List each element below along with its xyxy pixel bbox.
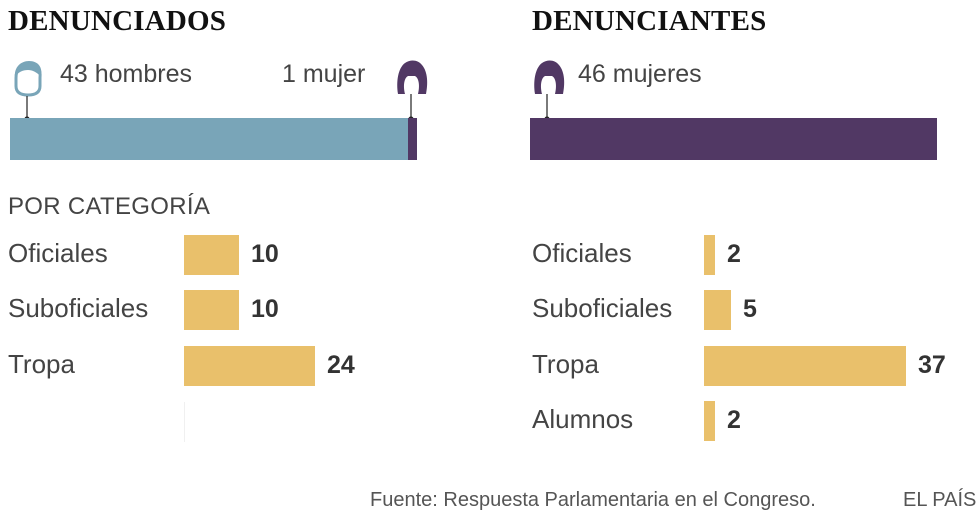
- denunciantes-gender-bar: [530, 118, 937, 160]
- denunciantes-category-value: 2: [727, 406, 741, 434]
- gender-bar-segment-mujeres: [530, 118, 937, 160]
- denunciantes-category-bar: [704, 290, 731, 330]
- man-head-icon: [14, 61, 42, 122]
- women-count-label: 1 mujer: [282, 60, 366, 88]
- denunciados-category-label: Tropa: [8, 349, 75, 379]
- right-panel-title: DENUNCIANTES: [532, 5, 767, 37]
- denunciados-category-label: Suboficiales: [8, 293, 149, 323]
- axis-baseline: [184, 402, 185, 442]
- denunciados-category-bar: [184, 290, 239, 330]
- denunciantes-category-value: 37: [918, 351, 946, 379]
- denunciantes-category-value: 2: [727, 240, 741, 268]
- denunciados-category-value: 24: [327, 351, 355, 379]
- denunciantes-category-chart: Oficiales 2 Suboficiales 5 Tropa 37 Alumnos 2: [532, 235, 946, 441]
- denunciados-category-label: Oficiales: [8, 238, 108, 268]
- denunciantes-category-label: Alumnos: [532, 404, 634, 434]
- left-panel-title: DENUNCIADOS: [8, 5, 227, 37]
- denunciantes-category-value: 5: [743, 295, 757, 323]
- gender-bar-segment-mujer: [408, 118, 417, 160]
- denunciantes-category-label: Tropa: [532, 349, 599, 379]
- denunciados-category-value: 10: [251, 295, 279, 323]
- denunciantes-category-bar: [704, 346, 906, 386]
- gender-bar-segment-hombres: [10, 118, 408, 160]
- source-note: Fuente: Respuesta Parlamentaria en el Co…: [370, 489, 816, 511]
- right-women-count-label: 46 mujeres: [578, 60, 702, 88]
- denunciantes-category-bar: [704, 401, 715, 441]
- denunciantes-category-label: Oficiales: [532, 238, 632, 268]
- denunciados-category-value: 10: [251, 240, 279, 268]
- brand-label: EL PAÍS: [903, 489, 977, 511]
- denunciados-gender-bar: [10, 118, 417, 160]
- denunciados-category-bar: [184, 235, 239, 275]
- denunciantes-category-bar: [704, 235, 715, 275]
- men-count-label: 43 hombres: [60, 60, 193, 88]
- denunciantes-category-label: Suboficiales: [532, 293, 673, 323]
- denunciados-category-chart: Oficiales 10 Suboficiales 10 Tropa 24: [0, 0, 490, 460]
- category-heading: POR CATEGORÍA: [8, 193, 211, 220]
- denunciados-category-bar: [184, 346, 315, 386]
